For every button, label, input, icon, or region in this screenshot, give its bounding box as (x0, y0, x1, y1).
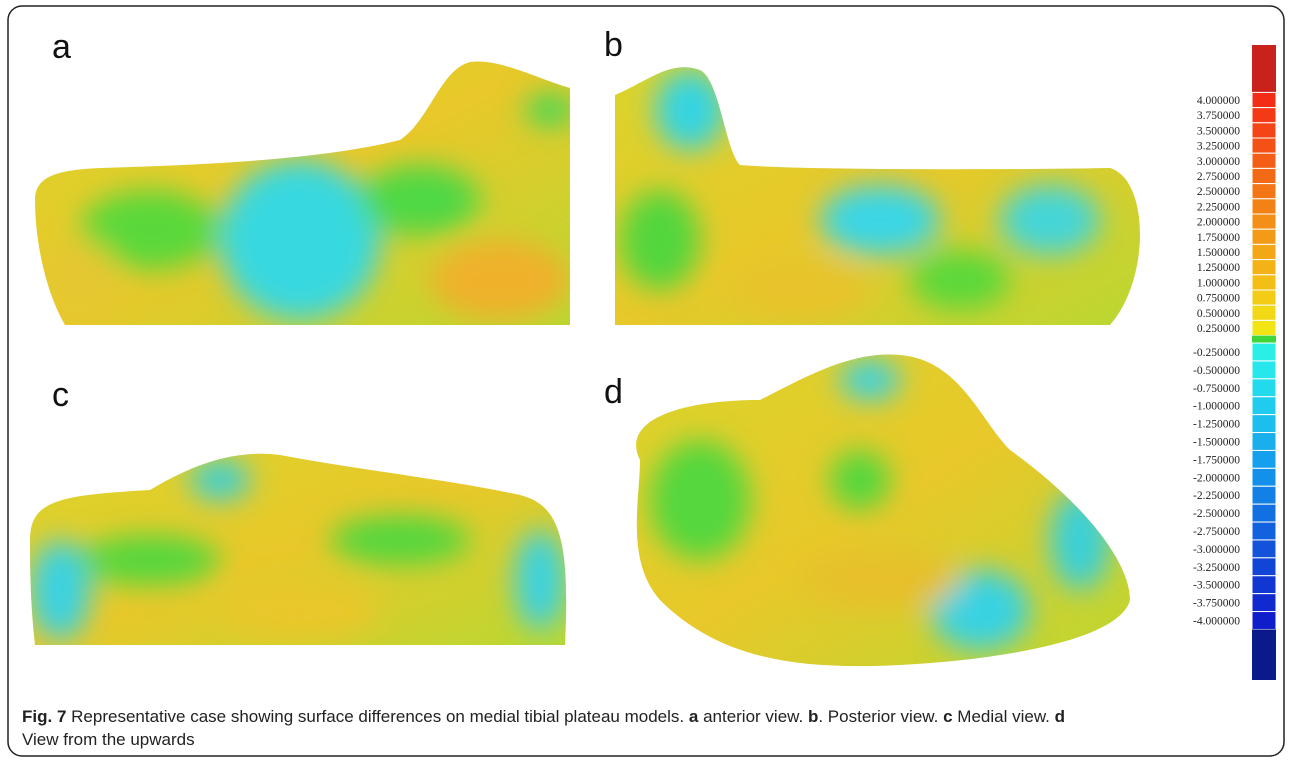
swatch (1252, 199, 1276, 214)
surface-c (25, 440, 575, 650)
colorbar-label: -1.500000 (1193, 437, 1240, 449)
colorbar-label: -3.500000 (1193, 580, 1240, 592)
view-text: anterior view. (703, 707, 803, 726)
colorbar-label: -1.000000 (1193, 401, 1240, 413)
swatch (1252, 92, 1276, 107)
swatch (1252, 612, 1276, 630)
swatch (1252, 558, 1276, 576)
swatch (1252, 343, 1276, 361)
colorbar-label: 2.250000 (1197, 201, 1240, 213)
view-letter: a (689, 707, 699, 726)
swatch (1252, 522, 1276, 540)
swatch (1252, 244, 1276, 259)
colorbar: 4.000000 3.750000 3.500000 3.250000 3.000000… (1193, 45, 1276, 680)
colorbar-label: -0.250000 (1193, 347, 1240, 359)
colorbar-label: 0.750000 (1197, 293, 1240, 305)
swatch (1252, 214, 1276, 229)
swatch (1252, 138, 1276, 153)
colorbar-label: -2.500000 (1193, 508, 1240, 520)
colorbar-label: -4.000000 (1193, 616, 1240, 628)
swatch (1252, 290, 1276, 305)
colorbar-label: -0.500000 (1193, 365, 1240, 377)
swatch (1252, 336, 1276, 343)
view-letter: b (808, 707, 818, 726)
colorbar-label: 2.000000 (1197, 217, 1240, 229)
view-text: Medial view. (957, 707, 1050, 726)
figure: a b c d 4.000000 3.750000 3.500000 3.250000… (0, 0, 1292, 760)
colorbar-label: -3.750000 (1193, 598, 1240, 610)
colorbar-label: 1.250000 (1197, 262, 1240, 274)
colorbar-label: -0.750000 (1193, 383, 1240, 395)
swatch (1252, 153, 1276, 168)
colorbar-label: 3.500000 (1197, 125, 1240, 137)
colorbar-label: 4.000000 (1197, 95, 1240, 107)
colorbar-label: -2.000000 (1193, 472, 1240, 484)
colorbar-label: 2.750000 (1197, 171, 1240, 183)
colorbar-label: -1.750000 (1193, 454, 1240, 466)
swatch (1252, 433, 1276, 451)
swatch (1252, 450, 1276, 468)
view-letter: d (1055, 707, 1065, 726)
colorbar-label: -3.250000 (1193, 562, 1240, 574)
view-text: View from the upwards (22, 730, 195, 749)
swatch (1252, 540, 1276, 558)
swatch (1252, 486, 1276, 504)
colorbar-label: 1.750000 (1197, 232, 1240, 244)
colorbar-label: 1.500000 (1197, 247, 1240, 259)
swatch (1252, 504, 1276, 522)
swatch (1252, 629, 1276, 680)
view-letter: c (943, 707, 952, 726)
swatch (1252, 229, 1276, 244)
swatch (1252, 260, 1276, 275)
swatch (1252, 468, 1276, 486)
colorbar-label: -3.000000 (1193, 544, 1240, 556)
swatch (1252, 123, 1276, 138)
swatch (1252, 108, 1276, 123)
panel-label: d (604, 373, 623, 411)
swatch (1252, 576, 1276, 594)
caption-line: View from the upwards (22, 730, 195, 749)
surface-b (610, 50, 1150, 330)
fig-label: Fig. 7 (22, 707, 66, 726)
colorbar-label: -2.250000 (1193, 490, 1240, 502)
swatch (1252, 397, 1276, 415)
panel-label: a (52, 28, 71, 66)
surface-a (30, 50, 575, 330)
colorbar-label: 3.000000 (1197, 156, 1240, 168)
swatch (1252, 168, 1276, 183)
panel-label: b (604, 26, 623, 64)
swatch (1252, 320, 1276, 335)
swatch (1252, 361, 1276, 379)
swatch (1252, 305, 1276, 320)
panel-label: c (52, 376, 69, 414)
colorbar-label: 1.000000 (1197, 277, 1240, 289)
colorbar-label: 3.250000 (1197, 141, 1240, 153)
colorbar-label: -2.750000 (1193, 526, 1240, 538)
colorbar-label: 0.250000 (1197, 323, 1240, 335)
colorbar-label: 3.750000 (1197, 110, 1240, 122)
swatch (1252, 45, 1276, 93)
swatch (1252, 415, 1276, 433)
view-text: . Posterior view. (818, 707, 938, 726)
swatch (1252, 184, 1276, 199)
swatch (1252, 594, 1276, 612)
swatch (1252, 379, 1276, 397)
colorbar-label: 2.500000 (1197, 186, 1240, 198)
swatch (1252, 275, 1276, 290)
caption-text: Representative case showing surface diff… (71, 707, 684, 726)
colorbar-label: -1.250000 (1193, 419, 1240, 431)
surface-d (620, 345, 1140, 675)
colorbar-label: 0.500000 (1197, 308, 1240, 320)
caption: Fig. 7 Representative case showing surfa… (22, 707, 1065, 726)
